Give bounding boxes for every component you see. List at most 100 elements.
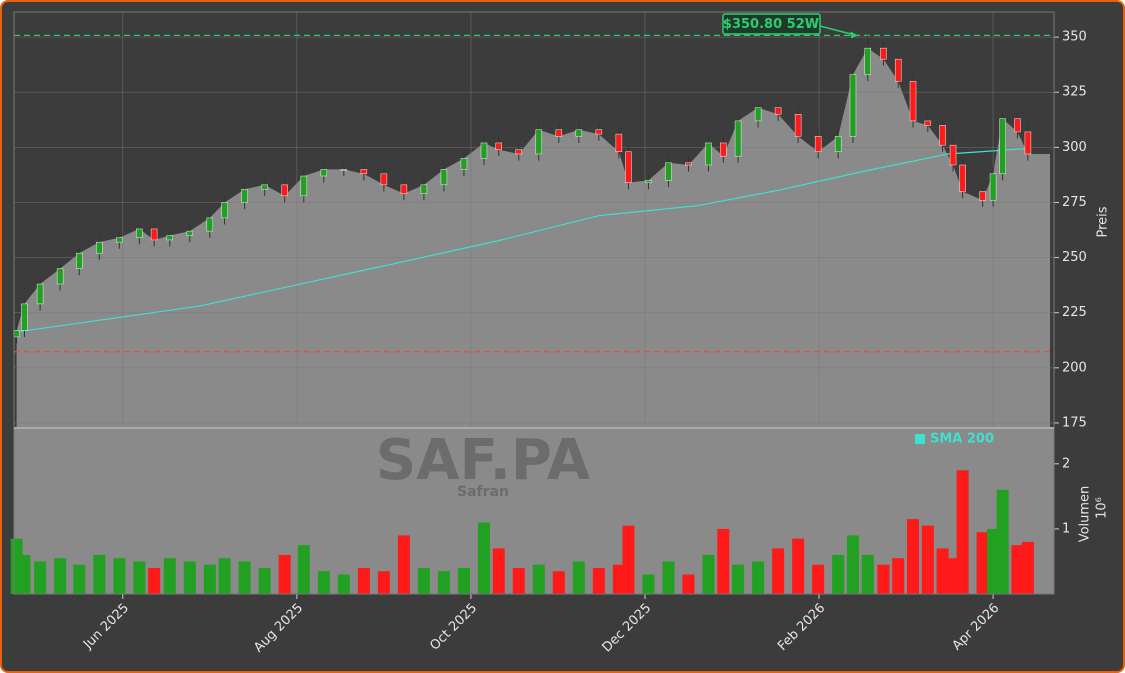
volume-bar bbox=[772, 548, 785, 594]
y-axis-label: Preis bbox=[1096, 206, 1111, 237]
candle-body bbox=[880, 47, 887, 60]
x-tick-label: Feb 2026 bbox=[775, 601, 828, 654]
volume-bar bbox=[792, 538, 805, 594]
volume-bar bbox=[907, 519, 920, 594]
volume-bar bbox=[148, 567, 161, 594]
volume-bar bbox=[987, 528, 1000, 594]
candle-body bbox=[1024, 131, 1032, 155]
volume-bar bbox=[832, 554, 845, 594]
y-tick-label: 350 bbox=[1062, 30, 1087, 45]
volume-bar bbox=[492, 548, 505, 594]
candle-body bbox=[241, 188, 248, 203]
candle-body bbox=[979, 191, 986, 201]
volume-bar bbox=[662, 561, 675, 594]
watermark: Safran bbox=[457, 484, 509, 500]
candle-body bbox=[400, 184, 408, 194]
annotation-text: $350.80 52W bbox=[723, 17, 819, 32]
volume-bar bbox=[956, 470, 969, 594]
y-tick-label: 200 bbox=[1062, 360, 1087, 375]
candle-body bbox=[754, 107, 762, 122]
candle-body bbox=[575, 129, 583, 137]
volume-bar bbox=[622, 525, 635, 594]
candle-body bbox=[999, 118, 1006, 175]
legend-label: SMA 200 bbox=[930, 432, 994, 447]
volume-bar bbox=[357, 567, 370, 594]
candle-body bbox=[949, 144, 957, 166]
volume-y-tick-label: 2 bbox=[1062, 456, 1070, 471]
candle-body bbox=[939, 125, 946, 146]
volume-bar bbox=[947, 558, 960, 594]
candle-body bbox=[894, 58, 902, 82]
annotation-arrowhead bbox=[850, 31, 859, 39]
volume-bar bbox=[337, 574, 350, 594]
candle-body bbox=[13, 330, 20, 338]
volume-bar bbox=[1011, 545, 1024, 594]
volume-bar bbox=[397, 535, 410, 594]
volume-bar bbox=[10, 538, 23, 594]
volume-bar bbox=[812, 564, 825, 594]
candle-body bbox=[989, 173, 997, 201]
legend-swatch bbox=[915, 434, 925, 444]
candle-body bbox=[261, 184, 268, 190]
volume-bar bbox=[258, 567, 271, 594]
volume-bar bbox=[54, 558, 67, 594]
volume-bar bbox=[377, 571, 390, 594]
volume-bar bbox=[203, 564, 216, 594]
volume-bar bbox=[846, 535, 859, 594]
annotation-arrow bbox=[819, 25, 857, 37]
candle-body bbox=[814, 136, 822, 153]
candle-body bbox=[150, 228, 158, 241]
candle-body bbox=[360, 169, 368, 175]
candle-body bbox=[774, 107, 782, 115]
candle-body bbox=[166, 235, 174, 241]
candle-body bbox=[625, 151, 632, 183]
volume-bar bbox=[732, 564, 745, 594]
volume-bar bbox=[612, 564, 625, 594]
volume-bar bbox=[592, 567, 605, 594]
x-tick-label: Dec 2025 bbox=[600, 601, 655, 656]
candle-body bbox=[440, 169, 448, 186]
x-tick-label: Aug 2025 bbox=[251, 601, 306, 656]
candle-body bbox=[495, 142, 503, 150]
y-tick-label: 325 bbox=[1062, 85, 1087, 100]
candle-body bbox=[420, 184, 428, 194]
volume-bar bbox=[936, 548, 949, 594]
volume-bar bbox=[877, 564, 890, 594]
x-tick-label: Apr 2026 bbox=[950, 601, 1003, 654]
volume-bar bbox=[552, 571, 565, 594]
candle-body bbox=[21, 303, 28, 331]
candle-body bbox=[96, 241, 103, 254]
y-tick-label: 225 bbox=[1062, 305, 1087, 320]
volume-bar bbox=[278, 554, 291, 594]
candle-body bbox=[794, 114, 802, 137]
volume-bar bbox=[892, 558, 905, 594]
candle-body bbox=[116, 237, 123, 243]
candle-body bbox=[834, 136, 842, 153]
volume-bar bbox=[642, 574, 655, 594]
volume-axis-label: Volumen bbox=[1078, 486, 1093, 543]
volume-bar bbox=[163, 558, 176, 594]
volume-bar bbox=[512, 567, 525, 594]
volume-bar bbox=[861, 554, 874, 594]
volume-bar bbox=[976, 532, 989, 594]
x-tick-label: Jun 2025 bbox=[80, 601, 132, 653]
candle-body bbox=[76, 252, 83, 269]
candle-body bbox=[535, 129, 543, 155]
volume-y-tick-label: 1 bbox=[1062, 521, 1070, 536]
candle-body bbox=[460, 158, 468, 170]
volume-bar bbox=[238, 561, 251, 594]
volume-bar bbox=[532, 564, 545, 594]
volume-bar bbox=[34, 561, 47, 594]
candle-body bbox=[480, 142, 488, 159]
candle-body bbox=[864, 47, 872, 75]
volume-bar bbox=[133, 561, 146, 594]
candle-body bbox=[320, 169, 328, 177]
volume-bar bbox=[682, 574, 695, 594]
volume-bar bbox=[752, 561, 765, 594]
volume-bar bbox=[702, 554, 715, 594]
volume-bar bbox=[437, 571, 450, 594]
candle-body bbox=[136, 228, 143, 238]
candle-body bbox=[705, 142, 712, 166]
candle-body bbox=[734, 120, 742, 157]
